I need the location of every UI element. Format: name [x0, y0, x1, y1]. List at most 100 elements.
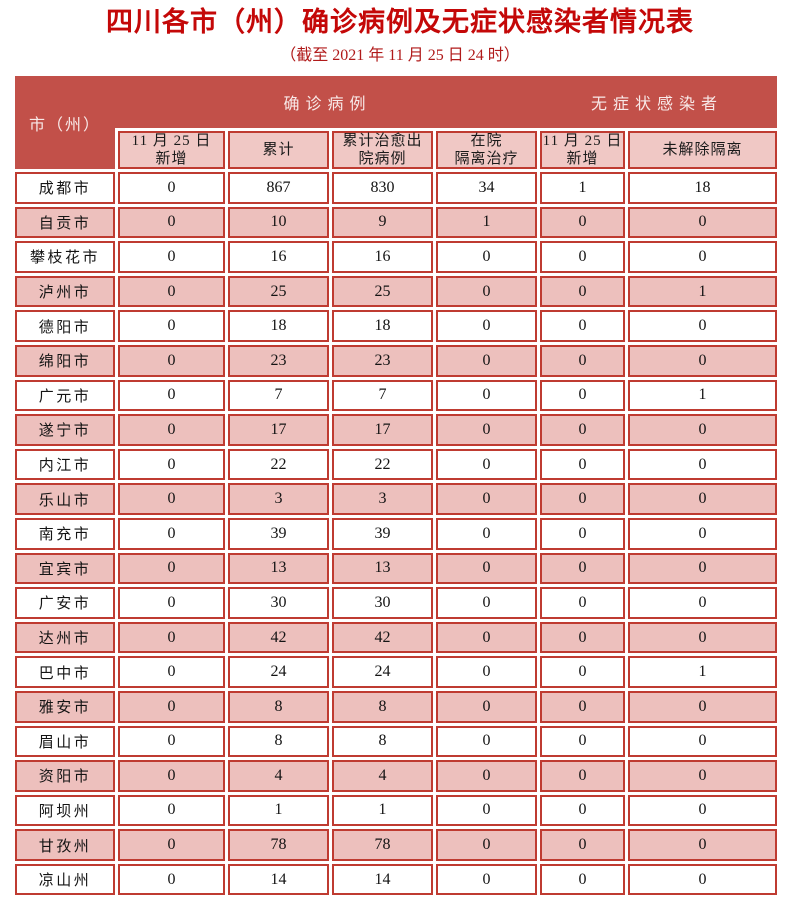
value-cell: 25 [228, 275, 329, 308]
value-cell: 0 [628, 448, 777, 481]
value-cell: 867 [228, 172, 329, 204]
value-cell: 0 [540, 414, 625, 446]
value-cell: 1 [628, 379, 777, 412]
value-cell: 0 [436, 275, 537, 308]
value-cell: 0 [628, 725, 777, 758]
value-cell: 0 [118, 172, 225, 204]
value-cell: 8 [332, 725, 433, 758]
value-cell: 17 [228, 414, 329, 446]
value-cell: 78 [228, 829, 329, 861]
value-cell: 22 [228, 448, 329, 481]
value-cell: 0 [436, 621, 537, 654]
value-cell: 0 [540, 829, 625, 861]
value-cell: 0 [118, 310, 225, 342]
value-cell: 0 [118, 552, 225, 585]
value-cell: 42 [228, 621, 329, 654]
column-header: 11 月 25 日 新增 [118, 131, 225, 169]
value-cell: 0 [540, 656, 625, 688]
value-cell: 830 [332, 172, 433, 204]
city-cell: 凉山州 [15, 863, 115, 896]
value-cell: 0 [540, 760, 625, 792]
value-cell: 17 [332, 414, 433, 446]
value-cell: 1 [628, 275, 777, 308]
table-row: 眉山市 0 8 8 0 0 0 [15, 725, 777, 758]
value-cell: 0 [118, 344, 225, 377]
value-cell: 0 [540, 794, 625, 827]
value-cell: 0 [628, 621, 777, 654]
value-cell: 0 [118, 448, 225, 481]
value-cell: 0 [628, 552, 777, 585]
value-cell: 0 [118, 829, 225, 861]
value-cell: 0 [436, 414, 537, 446]
value-cell: 0 [436, 517, 537, 550]
value-cell: 0 [118, 690, 225, 723]
value-cell: 0 [118, 275, 225, 308]
table-body: 成都市 0 867 830 34 1 18 自贡市 0 10 9 1 0 0 攀枝花市 0 16 16 0 0 0 泸州市… [15, 172, 777, 896]
value-cell: 0 [540, 206, 625, 239]
group-header-confirmed-cases: 确诊病例 [283, 96, 372, 113]
value-cell: 0 [118, 414, 225, 446]
value-cell: 0 [628, 241, 777, 273]
table-row: 南充市 0 39 39 0 0 0 [15, 517, 777, 550]
table-row: 广元市 0 7 7 0 0 1 [15, 379, 777, 412]
table-row: 乐山市 0 3 3 0 0 0 [15, 483, 777, 515]
value-cell: 3 [228, 483, 329, 515]
value-cell: 0 [436, 656, 537, 688]
value-cell: 0 [436, 379, 537, 412]
value-cell: 0 [540, 587, 625, 619]
value-cell: 39 [228, 517, 329, 550]
value-cell: 0 [118, 863, 225, 896]
value-cell: 8 [228, 690, 329, 723]
value-cell: 0 [540, 517, 625, 550]
value-cell: 0 [540, 344, 625, 377]
value-cell: 0 [436, 760, 537, 792]
value-cell: 18 [332, 310, 433, 342]
value-cell: 0 [628, 690, 777, 723]
value-cell: 25 [332, 275, 433, 308]
value-cell: 1 [628, 656, 777, 688]
city-cell: 广元市 [15, 379, 115, 412]
city-cell: 宜宾市 [15, 552, 115, 585]
value-cell: 0 [118, 794, 225, 827]
value-cell: 0 [118, 725, 225, 758]
column-header: 累计 [228, 131, 329, 169]
table-row: 成都市 0 867 830 34 1 18 [15, 172, 777, 204]
value-cell: 0 [540, 621, 625, 654]
value-cell: 0 [118, 206, 225, 239]
value-cell: 30 [332, 587, 433, 619]
value-cell: 1 [332, 794, 433, 827]
city-cell: 成都市 [15, 172, 115, 204]
table-row: 德阳市 0 18 18 0 0 0 [15, 310, 777, 342]
value-cell: 0 [118, 760, 225, 792]
table-row: 达州市 0 42 42 0 0 0 [15, 621, 777, 654]
value-cell: 0 [118, 379, 225, 412]
value-cell: 4 [332, 760, 433, 792]
value-cell: 0 [118, 483, 225, 515]
value-cell: 0 [436, 552, 537, 585]
value-cell: 0 [628, 483, 777, 515]
value-cell: 10 [228, 206, 329, 239]
column-header: 11 月 25 日 新增 [540, 131, 625, 169]
value-cell: 0 [436, 344, 537, 377]
table-row: 攀枝花市 0 16 16 0 0 0 [15, 241, 777, 273]
city-cell: 巴中市 [15, 656, 115, 688]
city-cell: 资阳市 [15, 760, 115, 792]
value-cell: 0 [628, 310, 777, 342]
value-cell: 14 [332, 863, 433, 896]
column-header: 在院 隔离治疗 [436, 131, 537, 169]
value-cell: 0 [540, 379, 625, 412]
city-cell: 眉山市 [15, 725, 115, 758]
value-cell: 22 [332, 448, 433, 481]
city-cell: 阿坝州 [15, 794, 115, 827]
table-row: 甘孜州 0 78 78 0 0 0 [15, 829, 777, 861]
value-cell: 30 [228, 587, 329, 619]
value-cell: 0 [540, 241, 625, 273]
value-cell: 16 [332, 241, 433, 273]
value-cell: 0 [436, 241, 537, 273]
value-cell: 0 [628, 206, 777, 239]
value-cell: 23 [332, 344, 433, 377]
value-cell: 0 [540, 310, 625, 342]
city-cell: 泸州市 [15, 275, 115, 308]
value-cell: 0 [436, 448, 537, 481]
table-row: 遂宁市 0 17 17 0 0 0 [15, 414, 777, 446]
